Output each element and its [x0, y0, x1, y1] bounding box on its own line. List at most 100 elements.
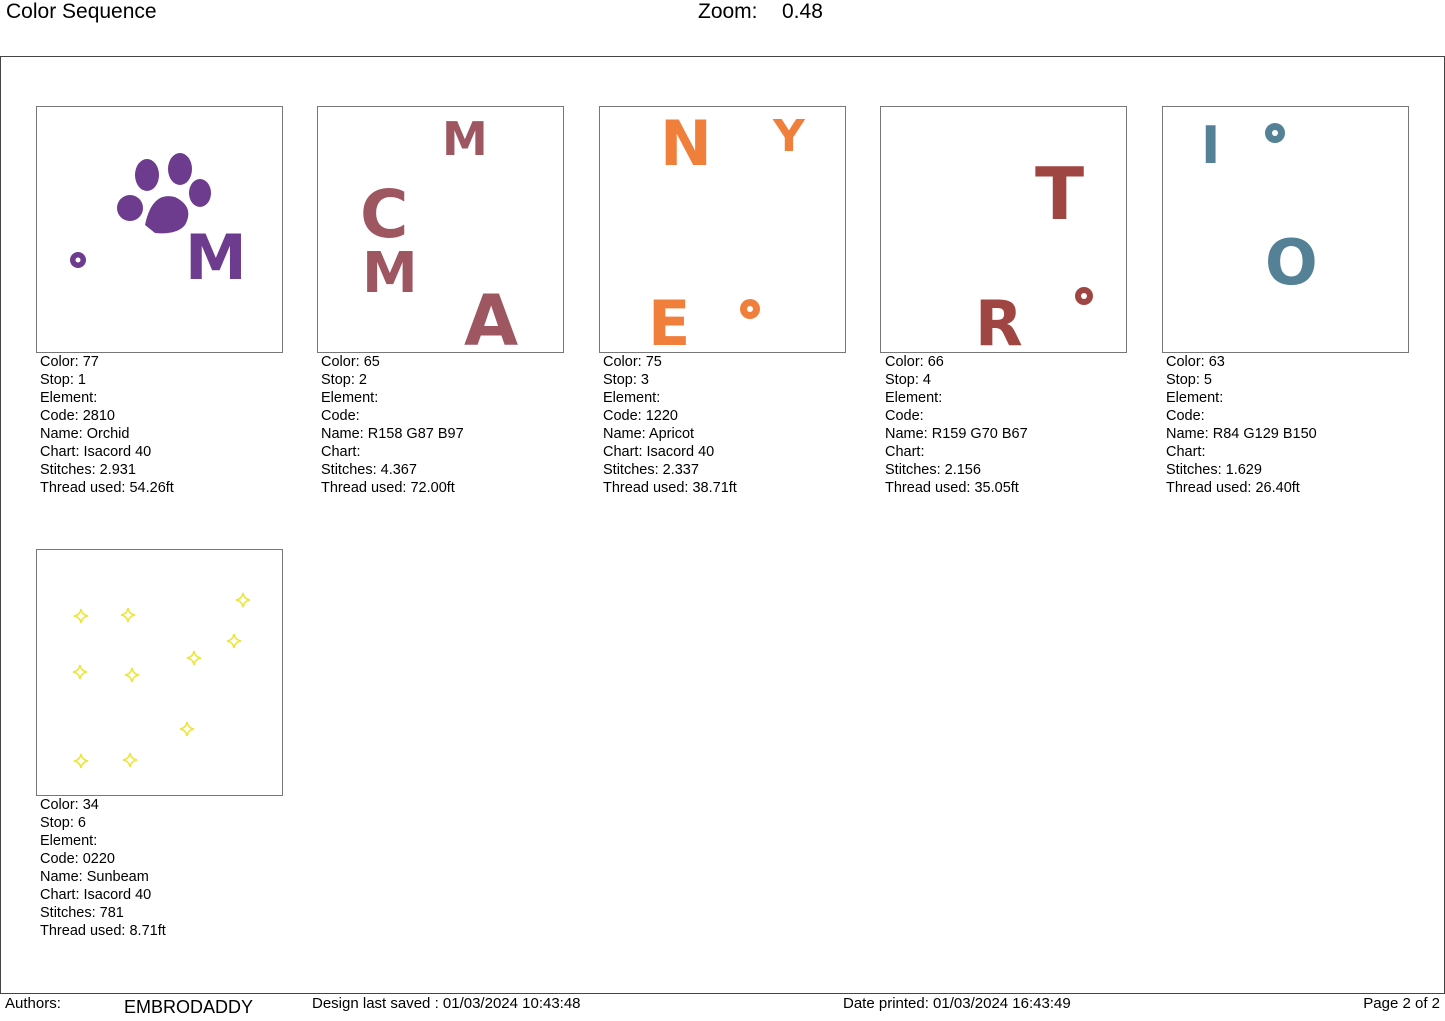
code: Code: 1220 [603, 408, 678, 424]
stop-number: Stop: 3 [603, 372, 649, 388]
thread-name: Name: Orchid [40, 426, 130, 442]
stop-preview-5: I O [1162, 106, 1409, 353]
authors-label: Authors: [5, 995, 61, 1012]
design-letter: N [660, 107, 712, 180]
stop-info-1: Color: 77 Stop: 1 Element: Code: 2810 Na… [40, 353, 300, 497]
paw-print-icon [117, 153, 211, 234]
design-letter: M [442, 112, 488, 166]
design-letter: O [1265, 226, 1318, 299]
sparkle-icon [120, 607, 136, 623]
thread-used: Thread used: 8.71ft [40, 923, 166, 939]
flower-icon [70, 252, 86, 268]
stitches: Stitches: 4.367 [321, 462, 417, 478]
stop-info-6: Color: 34 Stop: 6 Element: Code: 0220 Na… [40, 796, 300, 940]
design-letter: E [648, 287, 690, 352]
color-number: Color: 77 [40, 354, 99, 370]
stop-number: Stop: 2 [321, 372, 367, 388]
element: Element: [1166, 390, 1224, 406]
sparkle-icon [226, 633, 242, 649]
design-preview: I O [1201, 116, 1318, 299]
thread-name: Name: R159 G70 B67 [885, 426, 1028, 442]
stitches: Stitches: 1.629 [1166, 462, 1262, 478]
stop-info-5: Color: 63 Stop: 5 Element: Code: Name: R… [1166, 353, 1426, 497]
thread-name: Name: Sunbeam [40, 869, 149, 885]
thread-used: Thread used: 38.71ft [603, 480, 737, 496]
thread-used: Thread used: 54.26ft [40, 480, 174, 496]
flower-icon [1265, 123, 1285, 143]
stop-info-2: Color: 65 Stop: 2 Element: Code: Name: R… [321, 353, 581, 497]
code: Code: [321, 408, 360, 424]
design-letter: M [185, 221, 247, 294]
color-number: Color: 66 [885, 354, 944, 370]
stop-preview-3: N Y E [599, 106, 846, 353]
page-number: Page 2 of 2 [1363, 995, 1440, 1012]
design-letter: R [975, 287, 1023, 352]
thread-used: Thread used: 72.00ft [321, 480, 455, 496]
sparkle-icon [122, 752, 138, 768]
design-preview: M [70, 153, 247, 294]
stop-preview-4: T R [880, 106, 1127, 353]
sparkle-icon [72, 664, 88, 680]
flower-icon [1075, 287, 1093, 305]
stitches: Stitches: 2.931 [40, 462, 136, 478]
thread-name: Name: Apricot [603, 426, 695, 442]
code: Code: 2810 [40, 408, 115, 424]
color-number: Color: 65 [321, 354, 380, 370]
thread-name: Name: R158 G87 B97 [321, 426, 464, 442]
chart: Chart: [1166, 444, 1206, 460]
zoom-label: Zoom: [698, 0, 758, 23]
sparkle-icon [235, 592, 251, 608]
element: Element: [885, 390, 943, 406]
chart: Chart: Isacord 40 [40, 887, 152, 903]
chart: Chart: [885, 444, 925, 460]
element: Element: [603, 390, 661, 406]
design-letter: C [360, 176, 408, 253]
stitches: Stitches: 2.337 [603, 462, 699, 478]
design-letter: Y [772, 111, 806, 162]
stitches: Stitches: 781 [40, 905, 124, 921]
design-letter: A [464, 280, 518, 352]
sparkle-icon [73, 753, 89, 769]
sparkle-icon [179, 721, 195, 737]
thread-name: Name: R84 G129 B150 [1166, 426, 1317, 442]
design-preview: M C M A [360, 112, 518, 352]
stop-number: Stop: 4 [885, 372, 931, 388]
design-preview [72, 592, 251, 769]
sparkle-icon [186, 650, 202, 666]
chart: Chart: Isacord 40 [603, 444, 715, 460]
color-number: Color: 63 [1166, 354, 1225, 370]
stop-info-4: Color: 66 Stop: 4 Element: Code: Name: R… [885, 353, 1145, 497]
stitches: Stitches: 2.156 [885, 462, 981, 478]
stop-number: Stop: 6 [40, 815, 86, 831]
stop-info-3: Color: 75 Stop: 3 Element: Code: 1220 Na… [603, 353, 863, 497]
design-letter: I [1201, 116, 1220, 176]
chart: Chart: Isacord 40 [40, 444, 152, 460]
stop-preview-1: M [36, 106, 283, 353]
element: Element: [40, 833, 98, 849]
color-number: Color: 75 [603, 354, 662, 370]
design-preview: N Y E [648, 107, 806, 352]
design-letter: T [1035, 152, 1084, 236]
code: Code: [885, 408, 924, 424]
element: Element: [321, 390, 379, 406]
authors: EMBRODADDY [124, 997, 254, 1017]
page-title: Color Sequence [6, 0, 157, 23]
date-printed: Date printed: 01/03/2024 16:43:49 [843, 995, 1071, 1012]
sparkle-icon [124, 667, 140, 683]
element: Element: [40, 390, 98, 406]
design-preview: T R [975, 152, 1093, 352]
design-letter: M [362, 241, 418, 306]
sparkle-icon [73, 608, 89, 624]
thread-used: Thread used: 35.05ft [885, 480, 1019, 496]
zoom-value: 0.48 [782, 0, 823, 23]
flower-icon [740, 299, 760, 319]
stop-preview-6 [36, 549, 283, 796]
color-number: Color: 34 [40, 797, 99, 813]
stop-preview-2: M C M A [317, 106, 564, 353]
stop-number: Stop: 5 [1166, 372, 1212, 388]
thread-used: Thread used: 26.40ft [1166, 480, 1300, 496]
stop-number: Stop: 1 [40, 372, 86, 388]
code: Code: 0220 [40, 851, 115, 867]
design-last-saved: Design last saved : 01/03/2024 10:43:48 [312, 995, 581, 1012]
chart: Chart: [321, 444, 361, 460]
